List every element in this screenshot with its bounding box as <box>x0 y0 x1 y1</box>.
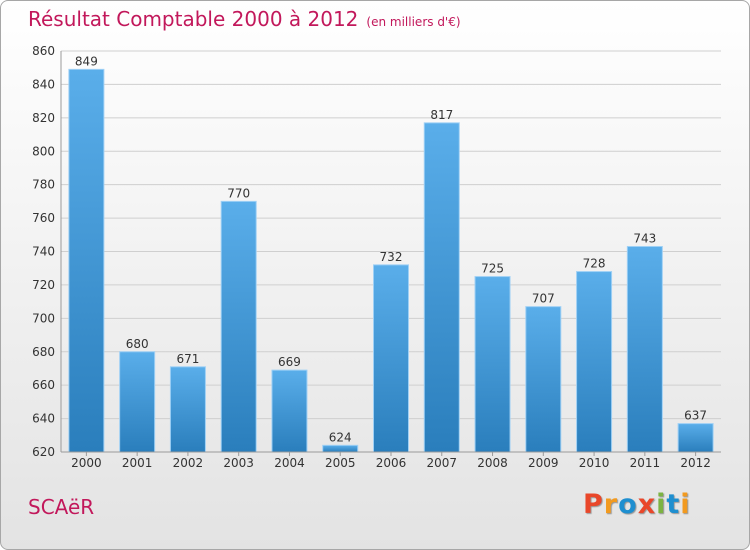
chart-title: Résultat Comptable 2000 à 2012 <box>28 7 359 31</box>
value-label-2009: 707 <box>532 292 555 306</box>
x-tick-label-2008: 2008 <box>477 456 508 470</box>
x-tick-label-2011: 2011 <box>630 456 661 470</box>
commune-name: SCAëR <box>28 495 95 519</box>
y-tick-label: 800 <box>32 144 55 158</box>
value-label-2000: 849 <box>75 54 98 68</box>
y-tick-label: 840 <box>32 77 55 91</box>
y-tick-label: 740 <box>32 245 55 259</box>
value-label-2011: 743 <box>633 231 656 245</box>
value-labels: 849 680 671 770 669 624 732 817 725 707 728 743 637 <box>75 54 707 444</box>
logo-letter: i <box>656 489 667 520</box>
value-label-2006: 732 <box>380 250 403 264</box>
value-label-2005: 624 <box>329 430 352 444</box>
bar-2012 <box>677 423 714 453</box>
bar-2004 <box>271 369 308 453</box>
logo-letter: P <box>583 489 604 520</box>
x-tick-label-2009: 2009 <box>528 456 559 470</box>
proxiti-logo: Proxiti <box>583 489 691 520</box>
bar-2006 <box>373 264 409 453</box>
y-tick-label: 820 <box>32 111 55 125</box>
logo-letter: o <box>618 489 638 520</box>
logo-letter: t <box>666 489 681 520</box>
bar-2008 <box>474 276 511 453</box>
y-tick-label: 680 <box>32 345 55 359</box>
bars <box>68 68 714 453</box>
bar-2001 <box>119 351 156 453</box>
value-label-2002: 671 <box>176 352 199 366</box>
logo-letter: x <box>637 489 657 520</box>
x-tick-label-2000: 2000 <box>71 456 102 470</box>
x-tick-label-2005: 2005 <box>325 456 356 470</box>
y-tick-label: 640 <box>32 412 55 426</box>
chart-unit: (en milliers d'€) <box>366 15 461 29</box>
x-tick-label-2012: 2012 <box>680 456 711 470</box>
bar-2009 <box>525 306 562 453</box>
value-label-2004: 669 <box>278 355 301 369</box>
y-tick-label: 760 <box>32 211 55 225</box>
y-tick-label: 700 <box>32 311 55 325</box>
logo-letter: i <box>680 489 691 520</box>
value-label-2007: 817 <box>430 108 453 122</box>
y-tick-label: 660 <box>32 378 55 392</box>
y-tick-label: 780 <box>32 178 55 192</box>
bar-2002 <box>169 366 206 453</box>
bar-2007 <box>423 122 460 453</box>
x-tick-label-2007: 2007 <box>426 456 457 470</box>
x-tick-label-2001: 2001 <box>122 456 153 470</box>
axes: 620 640 660 680 700 720 740 760 780 800 820 840 860 2… <box>32 44 721 470</box>
value-label-2008: 725 <box>481 262 504 276</box>
x-tick-label-2002: 2002 <box>173 456 204 470</box>
logo-letter: r <box>603 489 619 520</box>
bar-2011 <box>626 245 663 453</box>
y-tick-label: 620 <box>32 445 55 459</box>
value-label-2010: 728 <box>583 257 606 271</box>
y-tick-label: 860 <box>32 44 55 58</box>
x-tick-label-2010: 2010 <box>579 456 610 470</box>
x-tick-label-2003: 2003 <box>223 456 254 470</box>
value-label-2001: 680 <box>126 337 149 351</box>
bar-2003 <box>220 200 257 453</box>
bar-2010 <box>576 271 613 453</box>
chart-title-block: Résultat Comptable 2000 à 2012 (en millie… <box>28 7 461 31</box>
bar-2000 <box>68 68 105 453</box>
y-tick-label: 720 <box>32 278 55 292</box>
bar-2005 <box>322 444 359 453</box>
x-tick-label-2006: 2006 <box>376 456 407 470</box>
value-label-2003: 770 <box>227 186 250 200</box>
x-tick-label-2004: 2004 <box>274 456 305 470</box>
value-label-2012: 637 <box>684 409 707 423</box>
